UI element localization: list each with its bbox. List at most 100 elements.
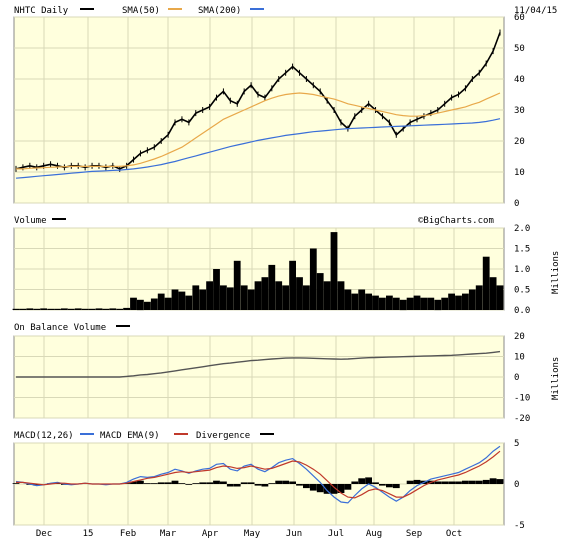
divergence-bar — [247, 482, 255, 484]
volume-bar — [47, 308, 54, 310]
divergence-bar — [206, 482, 213, 484]
volume-bar — [40, 308, 47, 310]
volume-bar — [81, 308, 89, 310]
volume-bar — [455, 295, 462, 310]
divergence-bar — [379, 484, 386, 486]
volume-bar — [365, 293, 372, 310]
divergence-bar — [199, 482, 207, 484]
volume-bar — [178, 291, 186, 310]
volume-bar — [130, 297, 137, 310]
divergence-bar — [178, 483, 186, 484]
x-tick-label: Aug — [366, 529, 382, 539]
sma200-label: SMA(200) — [198, 6, 241, 16]
volume-bar — [275, 281, 283, 310]
macd-y-tick-label: -5 — [514, 521, 525, 531]
divergence-legend-swatch — [260, 433, 274, 435]
volume-bar — [316, 273, 324, 310]
obv-y-tick-label: 0 — [514, 373, 519, 383]
volume-bar — [157, 293, 165, 310]
volume-bar — [289, 260, 296, 310]
volume-bar — [102, 308, 110, 310]
price-y-tick-label: 0 — [514, 199, 519, 209]
divergence-bar — [309, 484, 317, 491]
volume-label: Volume — [14, 216, 47, 226]
volume-bar — [88, 308, 96, 310]
macd-y-tick-label: 5 — [514, 439, 519, 449]
divergence-bar — [150, 483, 158, 484]
volume-bar — [164, 297, 172, 310]
volume-bar — [296, 277, 303, 310]
volume-bar — [12, 308, 20, 310]
volume-bar — [19, 308, 27, 310]
divergence-bar — [157, 482, 165, 484]
x-tick-label: May — [244, 529, 261, 539]
volume-bar — [399, 299, 407, 311]
obv-y-tick-label: 20 — [514, 332, 525, 342]
obv-y-tick-label: -20 — [514, 414, 530, 424]
obv-units: Millions — [551, 357, 561, 400]
obv-y-tick-label: 10 — [514, 353, 525, 363]
obv-line — [16, 350, 501, 378]
volume-bar — [137, 299, 144, 311]
divergence-bar — [441, 481, 449, 484]
divergence-bar — [496, 479, 504, 484]
divergence-bar — [171, 480, 179, 484]
volume-bar — [372, 295, 379, 310]
volume-bar — [303, 285, 310, 310]
divergence-bar — [144, 483, 151, 484]
divergence-bar — [233, 484, 241, 487]
divergence-bar — [448, 481, 455, 484]
volume-bar — [496, 285, 504, 310]
volume-bar — [213, 269, 220, 310]
volume-bar — [351, 293, 359, 310]
divergence-bar — [137, 480, 144, 484]
volume-legend-swatch — [52, 218, 66, 220]
divergence-bar — [220, 481, 227, 484]
divergence-bar — [12, 483, 20, 484]
price-y-tick-label: 30 — [514, 106, 525, 116]
volume-bar — [441, 297, 449, 310]
price-y-tick-label: 10 — [514, 168, 525, 178]
volume-bar — [282, 285, 289, 310]
volume-y-tick-label: 1.5 — [514, 245, 530, 255]
chart-marks: Dec 15 Feb Mar Apr May Jun Jul Aug Sep Oct 0 10 20 30 4… — [12, 13, 530, 539]
x-tick-label: Sep — [406, 529, 422, 539]
volume-bar — [226, 287, 234, 310]
x-tick-label: Apr — [202, 529, 219, 539]
volume-bar — [233, 260, 241, 310]
divergence-bar — [406, 480, 414, 484]
volume-bar — [358, 289, 366, 310]
series-line-sma50 — [16, 92, 501, 170]
divergence-bar — [240, 482, 248, 484]
divergence-bar — [344, 484, 352, 490]
volume-bar — [144, 301, 151, 310]
volume-bar — [171, 289, 179, 310]
price-y-tick-label: 20 — [514, 137, 525, 147]
volume-bar — [67, 308, 75, 310]
volume-bar — [406, 297, 414, 310]
divergence-bar — [413, 479, 421, 484]
volume-bar — [386, 295, 393, 310]
obv-label: On Balance Volume — [14, 323, 106, 333]
date-label: 11/04/15 — [514, 6, 557, 16]
volume-bar — [95, 308, 103, 310]
volume-bar — [309, 248, 317, 310]
volume-bar — [247, 289, 255, 310]
divergence-bar — [372, 482, 379, 484]
volume-bar — [261, 277, 269, 310]
volume-bar — [26, 308, 34, 310]
volume-y-tick-label: 0.0 — [514, 306, 530, 316]
x-tick-label: Dec — [36, 529, 52, 539]
volume-bar — [379, 297, 386, 310]
volume-bar — [61, 308, 68, 310]
sma50-label: SMA(50) — [122, 6, 160, 16]
divergence-bar — [475, 480, 483, 484]
sma200-legend-swatch — [250, 8, 264, 10]
volume-bar — [199, 289, 207, 310]
volume-bar — [33, 308, 41, 310]
volume-bar — [420, 297, 428, 310]
divergence-bar — [365, 477, 372, 484]
x-tick-label: Jun — [286, 529, 302, 539]
volume-bar — [392, 297, 400, 310]
divergence-bar — [468, 480, 476, 484]
